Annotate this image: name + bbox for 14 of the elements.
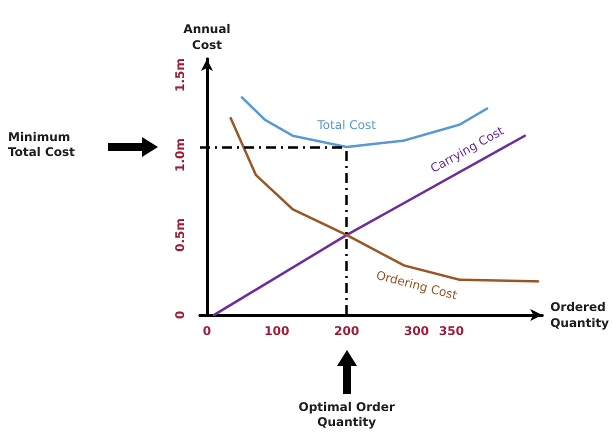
- y-tick-label: 0: [173, 310, 187, 320]
- x-tick-label: 0: [202, 324, 212, 338]
- y-tick-label: 1.0m: [173, 138, 187, 172]
- text: Optimal Order Quantity: [298, 400, 396, 430]
- x-tick-label: 350: [438, 324, 464, 338]
- y-tick-label: 0.5m: [173, 218, 187, 252]
- series-label: Total Cost: [316, 118, 376, 132]
- y-axis-title: Annual Cost: [183, 22, 231, 52]
- x-tick-label: 100: [264, 324, 290, 338]
- x-axis-title: Ordered Quantity: [550, 300, 610, 330]
- y-tick-label: 1.5m: [173, 58, 187, 92]
- x-tick-label: 200: [334, 324, 360, 338]
- x-tick-label: 300: [404, 324, 430, 338]
- text: Minimum Total Cost: [8, 130, 76, 160]
